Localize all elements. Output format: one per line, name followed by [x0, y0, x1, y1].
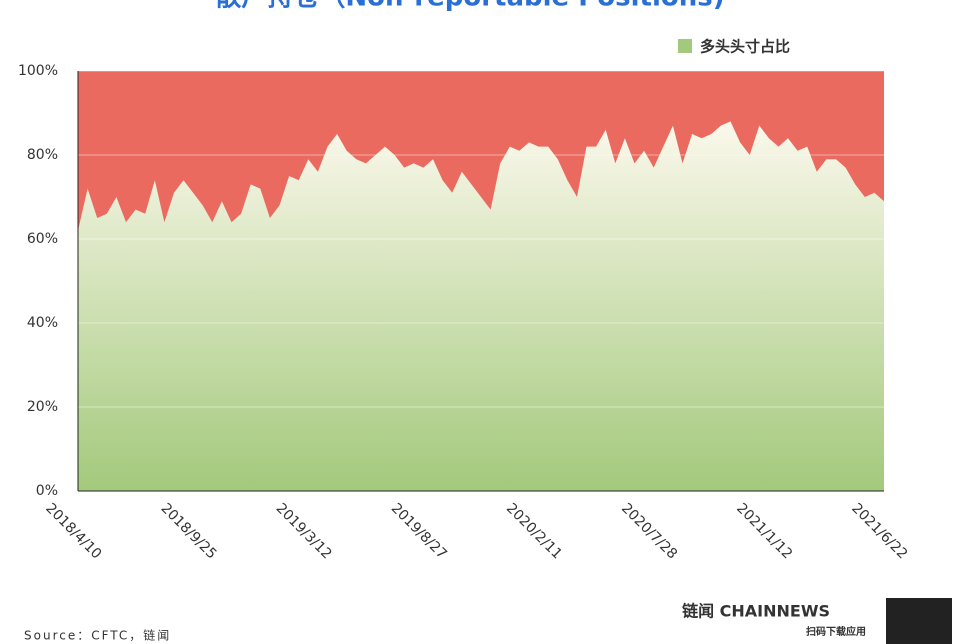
- y-tick-label: 80%: [27, 147, 58, 163]
- y-tick-label: 100%: [18, 63, 58, 79]
- qr-code: [886, 598, 952, 644]
- x-tick-label: 2018/9/25: [157, 500, 219, 562]
- y-tick-label: 40%: [27, 315, 58, 331]
- y-tick-label: 60%: [27, 231, 58, 247]
- x-tick-label: 2020/7/28: [618, 500, 680, 562]
- x-tick-label: 2021/6/22: [848, 500, 910, 562]
- y-tick-label: 20%: [27, 399, 58, 415]
- x-tick-label: 2020/2/11: [503, 500, 565, 562]
- x-tick-label: 2018/4/10: [42, 500, 104, 562]
- y-tick-label: 0%: [36, 483, 58, 499]
- cta: 扫码下载应用: [806, 625, 866, 638]
- x-tick-label: 2021/1/12: [733, 500, 795, 562]
- brand: 链闻 CHAINNEWS: [682, 602, 830, 621]
- chart-title: 散户持仓（Non-reportable Positions): [215, 0, 724, 13]
- source: Source：CFTC，链闻: [24, 628, 171, 643]
- x-tick-label: 2019/3/12: [273, 500, 335, 562]
- x-tick-label: 2019/8/27: [388, 500, 450, 562]
- legend-label: 多头头寸占比: [700, 38, 790, 56]
- area: [78, 121, 884, 492]
- legend-swatch: [678, 39, 692, 53]
